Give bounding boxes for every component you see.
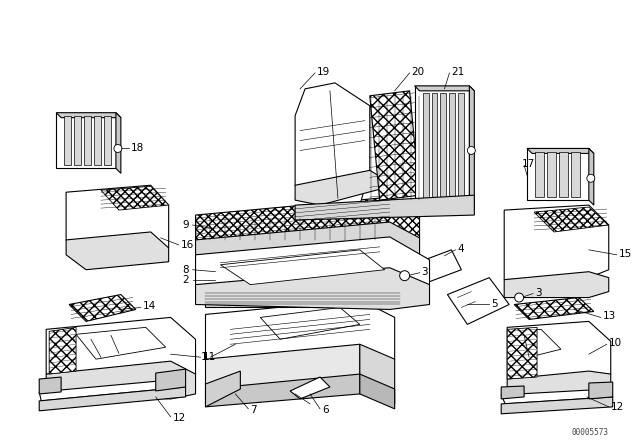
Text: 15: 15 [619, 249, 632, 259]
Text: 3: 3 [422, 267, 428, 277]
Polygon shape [458, 93, 465, 200]
Polygon shape [507, 321, 611, 381]
Polygon shape [501, 389, 612, 404]
Polygon shape [447, 278, 509, 324]
Polygon shape [84, 116, 91, 165]
Circle shape [587, 174, 595, 182]
Text: 2: 2 [182, 275, 189, 284]
Polygon shape [66, 232, 169, 270]
Polygon shape [295, 170, 395, 205]
Text: 8: 8 [182, 265, 189, 275]
Circle shape [515, 293, 524, 302]
Polygon shape [469, 86, 474, 210]
Text: 21: 21 [451, 67, 465, 77]
Polygon shape [39, 387, 186, 411]
Text: 6: 6 [322, 405, 328, 415]
Text: 7: 7 [250, 405, 257, 415]
Polygon shape [46, 318, 196, 384]
Polygon shape [527, 148, 594, 154]
Polygon shape [589, 382, 612, 399]
Polygon shape [440, 93, 447, 200]
Polygon shape [527, 148, 589, 200]
Polygon shape [504, 205, 609, 280]
Polygon shape [205, 275, 399, 307]
Polygon shape [295, 83, 370, 210]
Polygon shape [196, 237, 429, 300]
Text: 18: 18 [131, 143, 144, 154]
Polygon shape [504, 271, 609, 297]
Text: 12: 12 [173, 413, 186, 423]
Text: 5: 5 [492, 300, 498, 310]
Polygon shape [360, 344, 395, 404]
Polygon shape [205, 250, 399, 307]
Polygon shape [49, 327, 76, 374]
Text: 20: 20 [412, 67, 425, 77]
Text: 19: 19 [317, 67, 330, 77]
Polygon shape [415, 86, 469, 205]
Polygon shape [260, 307, 360, 339]
Polygon shape [431, 93, 438, 200]
Polygon shape [39, 379, 186, 401]
Polygon shape [501, 397, 612, 414]
Polygon shape [370, 91, 420, 200]
Polygon shape [547, 152, 556, 197]
Polygon shape [205, 344, 360, 389]
Polygon shape [290, 377, 330, 399]
Polygon shape [104, 116, 111, 165]
Polygon shape [507, 327, 537, 379]
Text: 10: 10 [609, 338, 622, 348]
Polygon shape [101, 186, 169, 210]
Text: 9: 9 [182, 220, 189, 230]
Polygon shape [571, 152, 580, 197]
Polygon shape [295, 195, 474, 220]
Polygon shape [196, 268, 429, 310]
Text: 00005573: 00005573 [572, 428, 609, 437]
Polygon shape [64, 116, 71, 165]
Polygon shape [360, 374, 395, 409]
Polygon shape [589, 148, 594, 205]
Text: 3: 3 [535, 288, 541, 297]
Polygon shape [116, 113, 121, 173]
Polygon shape [56, 113, 116, 168]
Text: 11: 11 [202, 352, 216, 362]
Polygon shape [559, 152, 568, 197]
Polygon shape [76, 327, 166, 359]
Circle shape [399, 271, 410, 280]
Polygon shape [514, 297, 594, 319]
Polygon shape [56, 113, 121, 118]
Text: 1: 1 [200, 352, 207, 362]
Polygon shape [501, 386, 524, 399]
Polygon shape [69, 294, 136, 321]
Polygon shape [535, 152, 544, 197]
Polygon shape [205, 300, 395, 379]
Polygon shape [220, 250, 385, 284]
Polygon shape [94, 116, 101, 165]
Polygon shape [420, 250, 461, 282]
Polygon shape [46, 361, 196, 399]
Polygon shape [74, 116, 81, 165]
Text: 14: 14 [143, 302, 156, 311]
Polygon shape [509, 329, 561, 357]
Polygon shape [449, 93, 456, 200]
Polygon shape [422, 93, 429, 200]
Polygon shape [205, 374, 360, 407]
Polygon shape [39, 377, 61, 394]
Text: 4: 4 [458, 244, 464, 254]
Text: 17: 17 [522, 159, 536, 169]
Polygon shape [66, 185, 169, 256]
Polygon shape [156, 369, 186, 391]
Polygon shape [534, 207, 609, 232]
Polygon shape [415, 86, 474, 91]
Polygon shape [507, 371, 611, 399]
Text: 16: 16 [180, 240, 194, 250]
Text: 13: 13 [603, 311, 616, 321]
Polygon shape [196, 197, 420, 255]
Polygon shape [196, 222, 420, 260]
Polygon shape [205, 371, 241, 407]
Circle shape [467, 146, 476, 155]
Circle shape [114, 145, 122, 152]
Text: 12: 12 [611, 402, 624, 412]
